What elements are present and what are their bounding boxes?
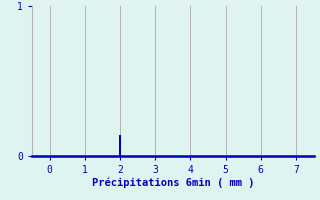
Bar — [119, 135, 121, 156]
X-axis label: Précipitations 6min ( mm ): Précipitations 6min ( mm ) — [92, 178, 254, 188]
